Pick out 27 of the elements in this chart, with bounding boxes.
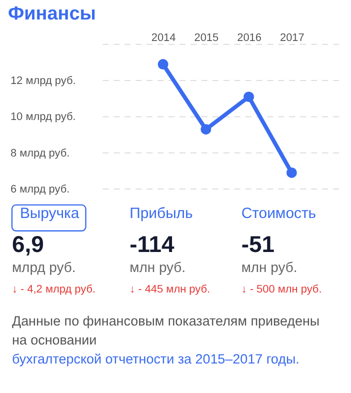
text: 6,9 bbox=[12, 230, 44, 257]
point bbox=[200, 124, 212, 135]
text: Выручка bbox=[20, 204, 80, 222]
text: бухгалтерской отчетности за 2015–2017 годы. bbox=[12, 351, 300, 366]
text: Прибыль bbox=[130, 204, 194, 222]
x-tick-label: 2014 bbox=[151, 32, 176, 44]
text: Данные по финансовым показателям приведены на основании bbox=[12, 314, 320, 348]
text: ↓ - 4,2 млрд руб. bbox=[12, 284, 96, 296]
x-tick-label: 2017 bbox=[280, 32, 304, 44]
text: -51 bbox=[241, 230, 275, 257]
text: млн руб. bbox=[241, 258, 298, 275]
chart-title: Финансы bbox=[8, 3, 96, 24]
point bbox=[286, 168, 297, 178]
text: ↓ - 445 млн руб. bbox=[130, 284, 210, 296]
x-tick-label: 2016 bbox=[237, 32, 262, 44]
text: -114 bbox=[130, 230, 174, 257]
text: млн руб. bbox=[130, 258, 186, 275]
y-tick-label: 12 млрд руб. bbox=[10, 75, 76, 88]
text: Стоимость bbox=[241, 204, 316, 222]
point bbox=[244, 92, 254, 102]
y-tick-label: 10 млрд руб. bbox=[10, 111, 76, 124]
x-tick-label: 2015 bbox=[194, 32, 219, 44]
text: млрд руб. bbox=[12, 258, 76, 275]
point bbox=[158, 59, 168, 70]
y-tick-label: 6 млрд руб. bbox=[10, 183, 70, 196]
y-tick-label: 8 млрд руб. bbox=[10, 147, 70, 160]
text: ↓ - 500 млн руб. bbox=[241, 284, 322, 296]
